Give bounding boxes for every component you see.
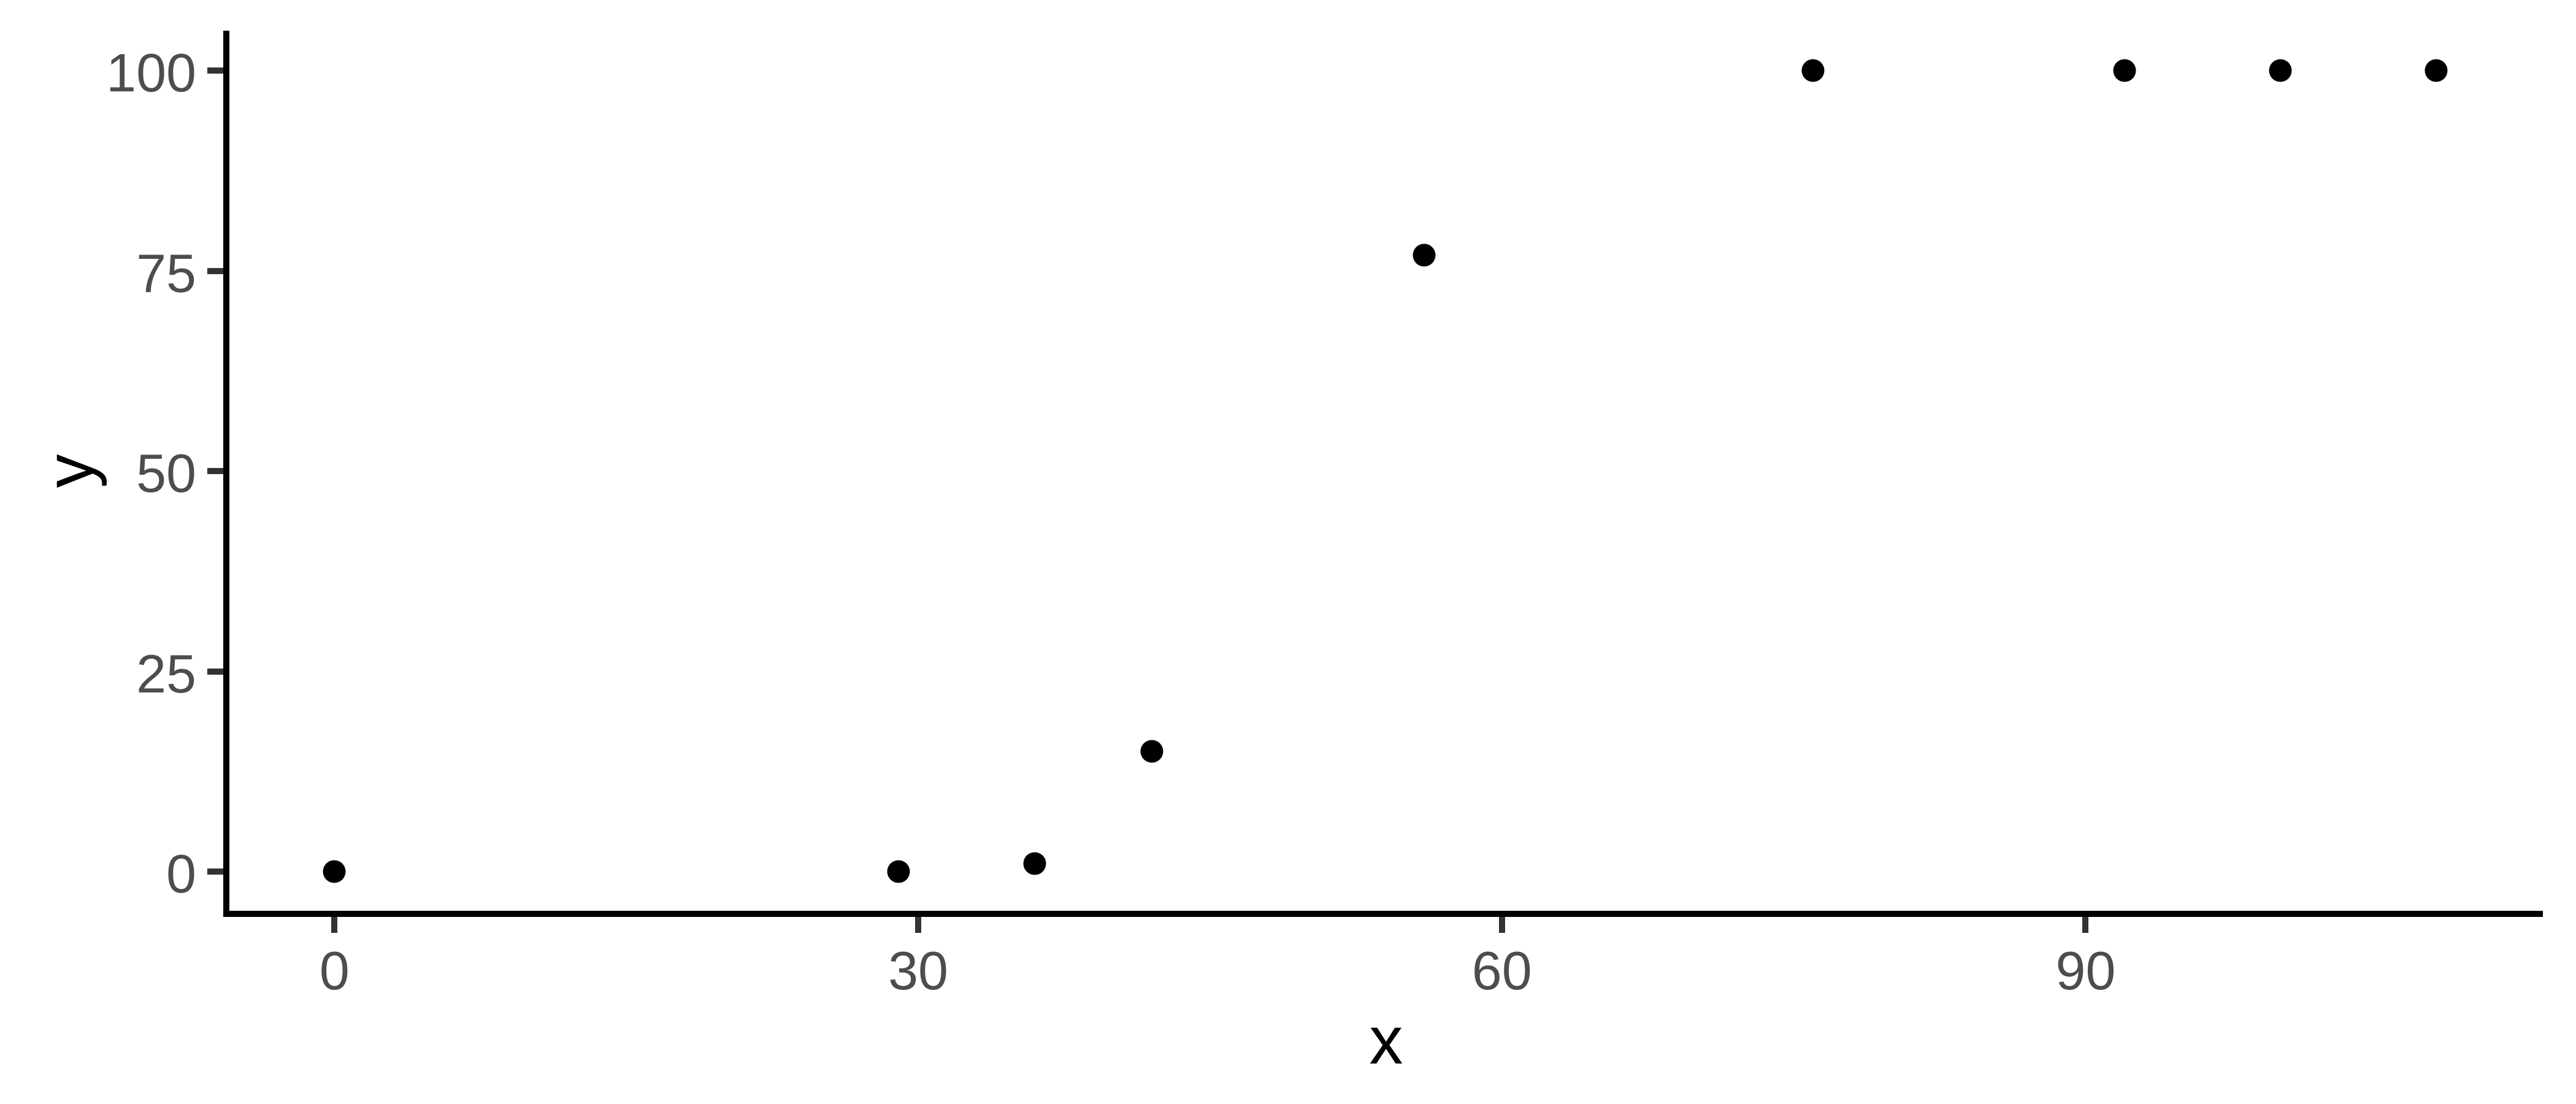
x-tick-mark [2082,917,2089,933]
data-point [2113,59,2136,82]
x-tick-label: 30 [888,940,948,1001]
y-tick-label: 25 [136,643,196,704]
data-point [1413,243,1436,267]
data-point [1801,59,1825,82]
y-axis-title: y [32,454,107,488]
x-tick-mark [915,917,922,933]
x-tick-mark [1498,917,1505,933]
y-axis-line [223,31,229,917]
y-tick-mark [207,267,223,274]
x-tick-label: 0 [319,940,350,1001]
data-point [2269,59,2292,82]
y-tick-mark [207,868,223,875]
x-axis-line [223,911,2543,917]
data-point [887,860,910,883]
x-tick-mark [331,917,338,933]
x-tick-label: 60 [1471,940,1532,1001]
y-tick-mark [207,468,223,475]
y-tick-label: 50 [136,443,196,504]
x-tick-label: 90 [2055,940,2116,1001]
x-axis-title: x [1369,1003,1403,1078]
data-point [323,860,346,883]
data-point [1140,740,1163,763]
data-point [2425,59,2448,82]
y-tick-mark [207,67,223,74]
y-tick-label: 100 [106,42,196,104]
y-tick-label: 75 [136,242,196,304]
y-tick-mark [207,668,223,675]
data-point [1023,852,1046,875]
y-tick-label: 0 [166,843,196,905]
